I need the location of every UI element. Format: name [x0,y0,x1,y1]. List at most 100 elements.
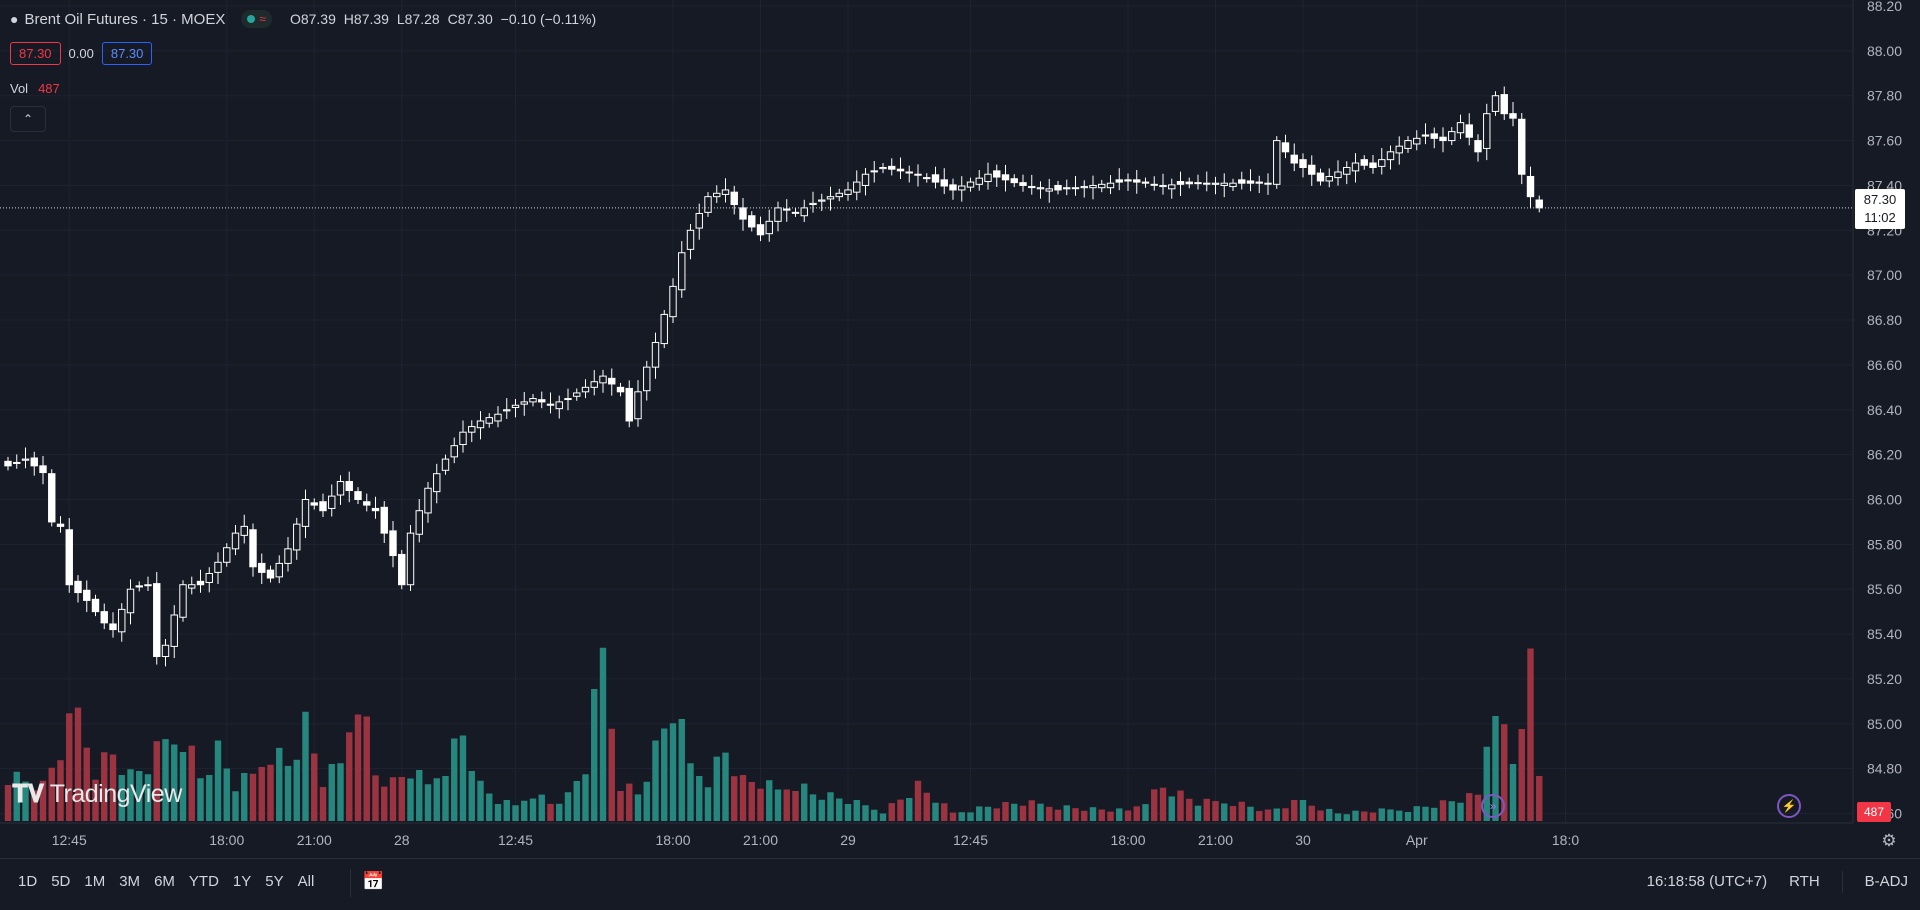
volume-bar [669,723,677,821]
volume-bar [608,728,615,821]
volume-bar [678,719,685,821]
range-button-5d[interactable]: 5D [51,873,71,890]
candle-body [914,173,922,176]
volume-bar [311,753,318,821]
volume-bar [661,728,668,821]
volume-bar [1448,801,1455,821]
candle-body [1238,179,1246,184]
time-tick-label: 21:00 [297,832,332,848]
candle-body [1518,118,1526,175]
candle-body [616,386,625,393]
calendar-icon[interactable]: 📅 [362,871,385,891]
candle-body [1106,182,1115,189]
price-axis[interactable]: 84.6084.8085.0085.2085.4085.6085.8086.00… [1867,0,1902,822]
candle-body [791,211,800,214]
clock[interactable]: 16:18:58 (UTC+7) [1646,873,1768,890]
time-tick-label: 29 [840,832,856,848]
candle-body [1150,183,1158,186]
candle-body [135,585,143,588]
volume-bar [599,647,607,821]
volume-bar [232,791,239,821]
candle-body [48,473,56,523]
candle-body [1413,137,1421,145]
volume-bar [346,732,353,821]
buy-price-button[interactable]: 87.30 [101,42,153,65]
range-button-5y[interactable]: 5Y [265,873,284,890]
volume-bar [897,799,904,821]
symbol-title[interactable]: Brent Oil Futures · 15 · MOEX [24,10,226,28]
session-button[interactable]: RTH [1789,873,1820,890]
volume-bar [179,752,187,821]
price-chart[interactable]: 84.6084.8085.0085.2085.4085.6085.8086.00… [0,0,1920,858]
volume-bar [1273,808,1280,821]
candle-body [126,588,135,614]
candle-body [1509,113,1517,119]
range-button-1y[interactable]: 1Y [232,873,252,890]
range-button-1d[interactable]: 1D [18,873,38,890]
candle-body [1386,151,1395,161]
range-button-ytd[interactable]: YTD [188,873,219,890]
time-axis[interactable]: 12:45 18:00 21:00 28 12:45 18:00 21:00 29 12:45 1… [52,832,1580,848]
candle-body [739,207,747,220]
lightning-icon[interactable]: ⚡ [1777,794,1801,818]
volume-bar [906,798,913,821]
range-button-1m[interactable]: 1M [84,873,106,890]
volume-bar [1369,812,1377,821]
candle-body [949,184,957,191]
volume-bar [109,754,117,821]
volume-bar [1334,813,1342,821]
candle-body [91,598,100,613]
volume-bar [774,789,782,821]
candle-body [1089,184,1097,189]
candle-body [21,458,30,461]
last-price-value: 87.30 [1863,192,1897,207]
volume-bar [4,785,12,821]
market-status-pill[interactable]: ≈ [241,10,272,28]
droplet-icon: ● [10,11,19,27]
candle-body [494,413,502,422]
range-button-6m[interactable]: 6M [154,873,175,890]
tradingview-logo[interactable]: 𝐓𝐕 TradingView [12,780,182,809]
candle-body [818,199,826,202]
time-tick-label: 18:00 [655,832,690,848]
candle-body [65,529,73,586]
volume-bar [967,812,974,821]
candle-body [555,401,563,410]
volume-label[interactable]: Vol [10,81,29,96]
candle-body [4,460,12,467]
candle-body [511,404,520,409]
volume-bars [4,647,1543,821]
range-button-3m[interactable]: 3M [119,873,141,890]
candle-body [1054,184,1062,191]
candle-body [520,401,528,405]
candle-body [214,561,222,573]
sell-price-button[interactable]: 87.30 [10,42,61,65]
candle-body [695,212,703,229]
candle-body [564,398,572,401]
candle-body [424,487,432,514]
gear-icon[interactable]: ⚙ [1881,831,1897,850]
candle-body [1325,175,1333,182]
range-button-all[interactable]: All [297,873,315,890]
candle-body [415,510,423,535]
volume-bar [1457,802,1464,821]
candle-body [301,498,310,527]
time-tick-label: 21:00 [1198,832,1233,848]
price-tick-label: 88.00 [1867,43,1902,59]
volume-bar [1072,808,1079,821]
time-tick-label: 12:45 [498,832,533,848]
price-tick-label: 86.00 [1867,491,1902,507]
candle-body [713,192,721,198]
candle-body [896,168,905,172]
replay-forward-icon[interactable]: » [1481,794,1505,818]
volume-bar [564,792,572,821]
volume-bar [1081,810,1088,821]
volume-bar [1378,808,1385,821]
candle-body [1211,182,1220,185]
collapse-legend-button[interactable]: ⌃ [10,106,46,132]
candle-body [879,167,887,170]
volume-bar [748,782,755,821]
candle-body [39,465,47,474]
price-tick-label: 86.20 [1867,447,1902,463]
adjustment-button[interactable]: B-ADJ [1864,873,1908,890]
